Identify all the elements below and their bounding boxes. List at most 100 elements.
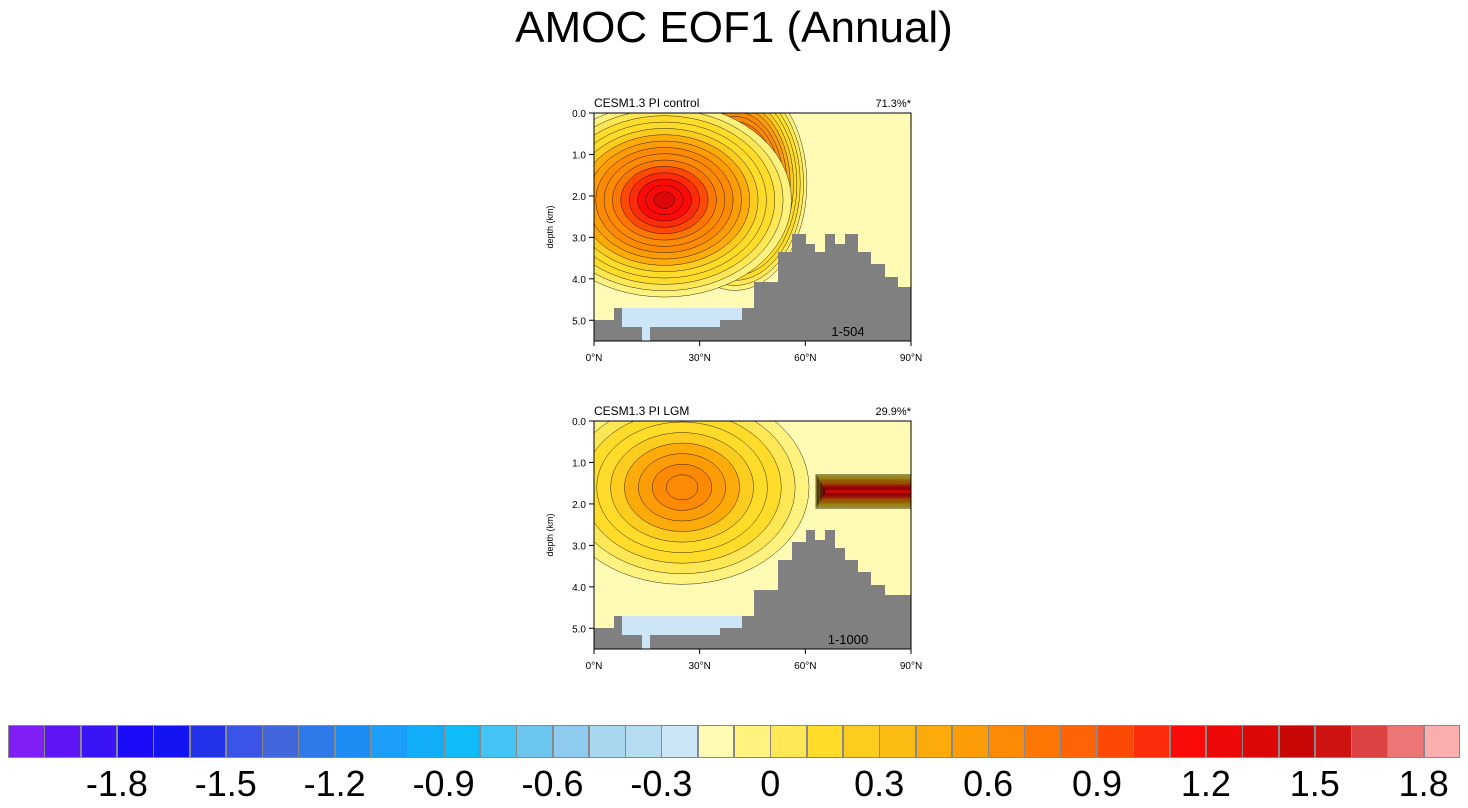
colorbar xyxy=(8,725,1461,760)
bathymetry xyxy=(594,234,911,341)
x-tick-label: 30°N xyxy=(688,353,710,364)
colorbar-cell xyxy=(552,725,590,758)
colorbar-cell xyxy=(8,725,45,758)
colorbar-label: -0.9 xyxy=(412,763,475,804)
colorbar-cell xyxy=(1351,725,1388,758)
colorbar-label: -0.6 xyxy=(521,763,584,804)
colorbar-cell xyxy=(951,725,989,758)
plot-frame xyxy=(593,420,912,650)
plot-area: 1-504 xyxy=(594,113,911,341)
x-tick-label: 60°N xyxy=(794,661,816,672)
main-title: AMOC EOF1 (Annual) xyxy=(515,3,953,52)
y-axis-label: depth (km) xyxy=(545,205,555,248)
colorbar-cell xyxy=(988,725,1025,758)
colorbar-cell xyxy=(298,725,336,758)
x-tick-label: 30°N xyxy=(688,661,710,672)
x-tick-label: 0°N xyxy=(586,661,603,672)
y-axis: 0.0 1.0 2.0 3.0 4.0 5.0 xyxy=(572,109,594,327)
colorbar-label: 0.3 xyxy=(854,763,905,804)
colorbar-cell xyxy=(1060,725,1098,758)
y-tick-label: 5.0 xyxy=(572,316,586,327)
colorbar-cell xyxy=(842,725,880,758)
panel-left-title: CESM1.3 PI LGM xyxy=(594,404,689,418)
plot-area: 1-1000 xyxy=(594,421,911,649)
colorbar-label: 0.6 xyxy=(963,763,1014,804)
colorbar-cell xyxy=(443,725,481,758)
panel-right-title: 71.3%* xyxy=(876,98,912,110)
y-tick-label: 5.0 xyxy=(572,624,586,635)
colorbar-cell xyxy=(189,725,227,758)
colorbar-cell xyxy=(879,725,916,758)
y-tick-label: 4.0 xyxy=(572,583,586,594)
panel-annotation: 1-504 xyxy=(831,324,864,339)
colorbar-label: 1.2 xyxy=(1180,763,1231,804)
colorbar-label: 0 xyxy=(760,763,781,804)
panel-pi-lgm: CESM1.3 PI LGM 29.9%* 1-1000 0.0 1.0 2.0 3.… xyxy=(545,404,922,672)
colorbar-cell xyxy=(80,725,118,758)
panel-left-title: CESM1.3 PI control xyxy=(594,96,699,110)
x-tick-label: 60°N xyxy=(794,353,816,364)
plot-frame xyxy=(593,112,912,342)
colorbar-cell xyxy=(734,725,771,758)
colorbar-cell xyxy=(225,725,263,758)
colorbar-label: 1.8 xyxy=(1398,763,1449,804)
colorbar-cell xyxy=(1278,725,1316,758)
colorbar-cell xyxy=(516,725,553,758)
band-contour xyxy=(824,489,911,494)
y-axis: 0.0 1.0 2.0 3.0 4.0 5.0 xyxy=(572,417,594,635)
y-tick-label: 4.0 xyxy=(572,275,586,286)
y-tick-label: 0.0 xyxy=(572,109,586,120)
colorbar-cell xyxy=(479,725,517,758)
x-tick-label: 90°N xyxy=(900,661,922,672)
colorbar-cell xyxy=(262,725,299,758)
colorbar-cell xyxy=(915,725,953,758)
panel-right-title: 29.9%* xyxy=(876,406,912,418)
panel-pi-control: CESM1.3 PI control 71.3%* 1-504 0.0 1.0 2.… xyxy=(545,96,922,364)
colorbar-cell xyxy=(625,725,662,758)
colorbar-cell xyxy=(116,725,154,758)
y-tick-label: 2.0 xyxy=(572,500,586,511)
colorbar-cell xyxy=(1242,725,1279,758)
colorbar-cell xyxy=(1387,725,1425,758)
bathymetry xyxy=(594,530,911,649)
x-axis: 0°N 30°N 60°N 90°N xyxy=(586,649,922,672)
colorbar-cell xyxy=(770,725,808,758)
y-tick-label: 3.0 xyxy=(572,541,586,552)
colorbar-cell xyxy=(1097,725,1134,758)
colorbar-cell xyxy=(1024,725,1062,758)
colorbar-cell xyxy=(661,725,699,758)
y-tick-label: 1.0 xyxy=(572,458,586,469)
colorbar-label: -1.5 xyxy=(194,763,257,804)
colorbar-label: -1.8 xyxy=(85,763,148,804)
colorbar-cell xyxy=(697,725,735,758)
y-tick-label: 3.0 xyxy=(572,233,586,244)
y-tick-label: 1.0 xyxy=(572,150,586,161)
colorbar-cell xyxy=(1423,725,1461,758)
y-axis-label: depth (km) xyxy=(545,513,555,556)
x-axis: 0°N 30°N 60°N 90°N xyxy=(586,341,922,364)
panel-annotation: 1-1000 xyxy=(828,632,868,647)
field-contours xyxy=(594,113,808,341)
y-tick-label: 0.0 xyxy=(572,417,586,428)
cell-contour xyxy=(653,191,675,209)
colorbar-cell xyxy=(1205,725,1243,758)
colorbar-cell xyxy=(153,725,190,758)
colorbar-cell xyxy=(1169,725,1207,758)
colorbar-cell xyxy=(44,725,82,758)
colorbar-cell xyxy=(371,725,408,758)
y-tick-label: 2.0 xyxy=(572,192,586,203)
x-tick-label: 90°N xyxy=(900,353,922,364)
colorbar-cell xyxy=(407,725,445,758)
colorbar-cell xyxy=(1314,725,1352,758)
cell-contour xyxy=(665,474,699,501)
colorbar-label: 0.9 xyxy=(1071,763,1123,804)
colorbar-cell xyxy=(588,725,626,758)
field-contours xyxy=(594,421,911,649)
colorbar-label: 1.5 xyxy=(1289,763,1340,804)
x-tick-label: 0°N xyxy=(586,353,603,364)
colorbar-cell xyxy=(806,725,844,758)
colorbar-label: -0.3 xyxy=(630,763,693,804)
colorbar-cell xyxy=(334,725,372,758)
colorbar-cell xyxy=(1133,725,1171,758)
colorbar-label: -1.2 xyxy=(303,763,366,804)
